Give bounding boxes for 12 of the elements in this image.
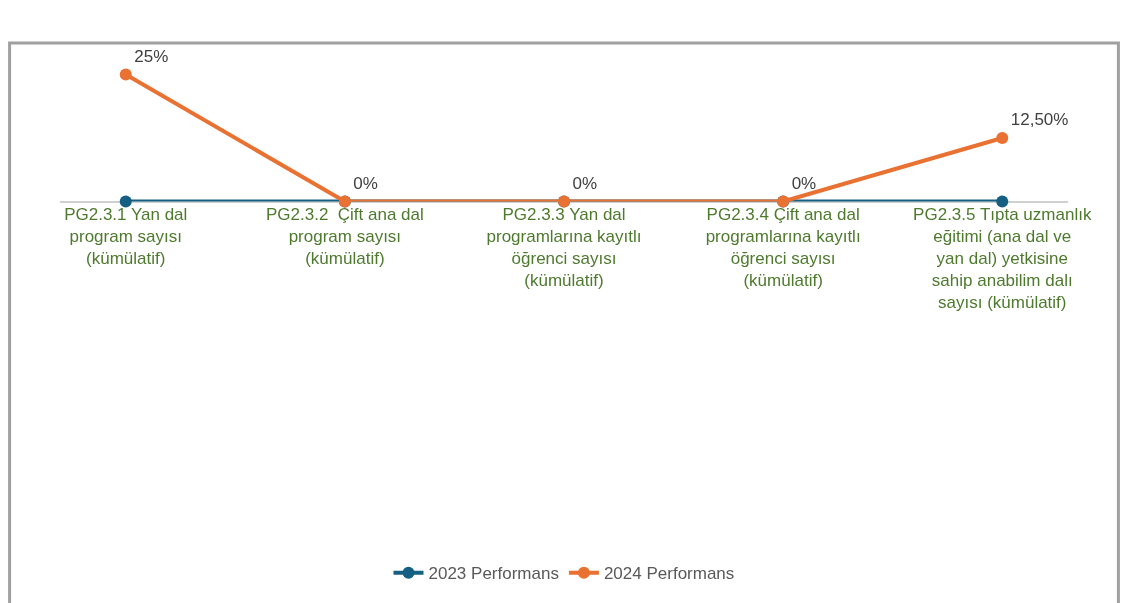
data-label: 0% — [791, 173, 817, 193]
data-label: 12,50% — [1010, 110, 1069, 130]
x-tick-label: PG2.3.4 Çift ana dal programlarına kayıtlı öğrenci sayısı (kümülatif) — [705, 204, 861, 290]
data-label: 25% — [134, 46, 169, 66]
x-tick-label: PG2.3.2 Çift ana dal program sayısı (kümülatif) — [265, 204, 424, 268]
data-label: 0% — [572, 173, 598, 193]
x-tick-label: PG2.3.1 Yan dal program sayısı (kümülatif) — [64, 204, 188, 268]
x-tick-label: PG2.3.3 Yan dal programlarına kayıtlı öğrenci sayısı (kümülatif) — [486, 204, 642, 290]
legend-label: 2023 Performans — [428, 564, 559, 584]
data-label: 0% — [353, 173, 378, 193]
x-tick-label: PG2.3.5 Tıpta uzmanlık eğitimi (ana dal ve yan dal) yetkisine sahip anabilim dalı sayısı (kümülatif) — [913, 204, 1092, 312]
legend-label: 2024 Performans — [603, 564, 735, 584]
